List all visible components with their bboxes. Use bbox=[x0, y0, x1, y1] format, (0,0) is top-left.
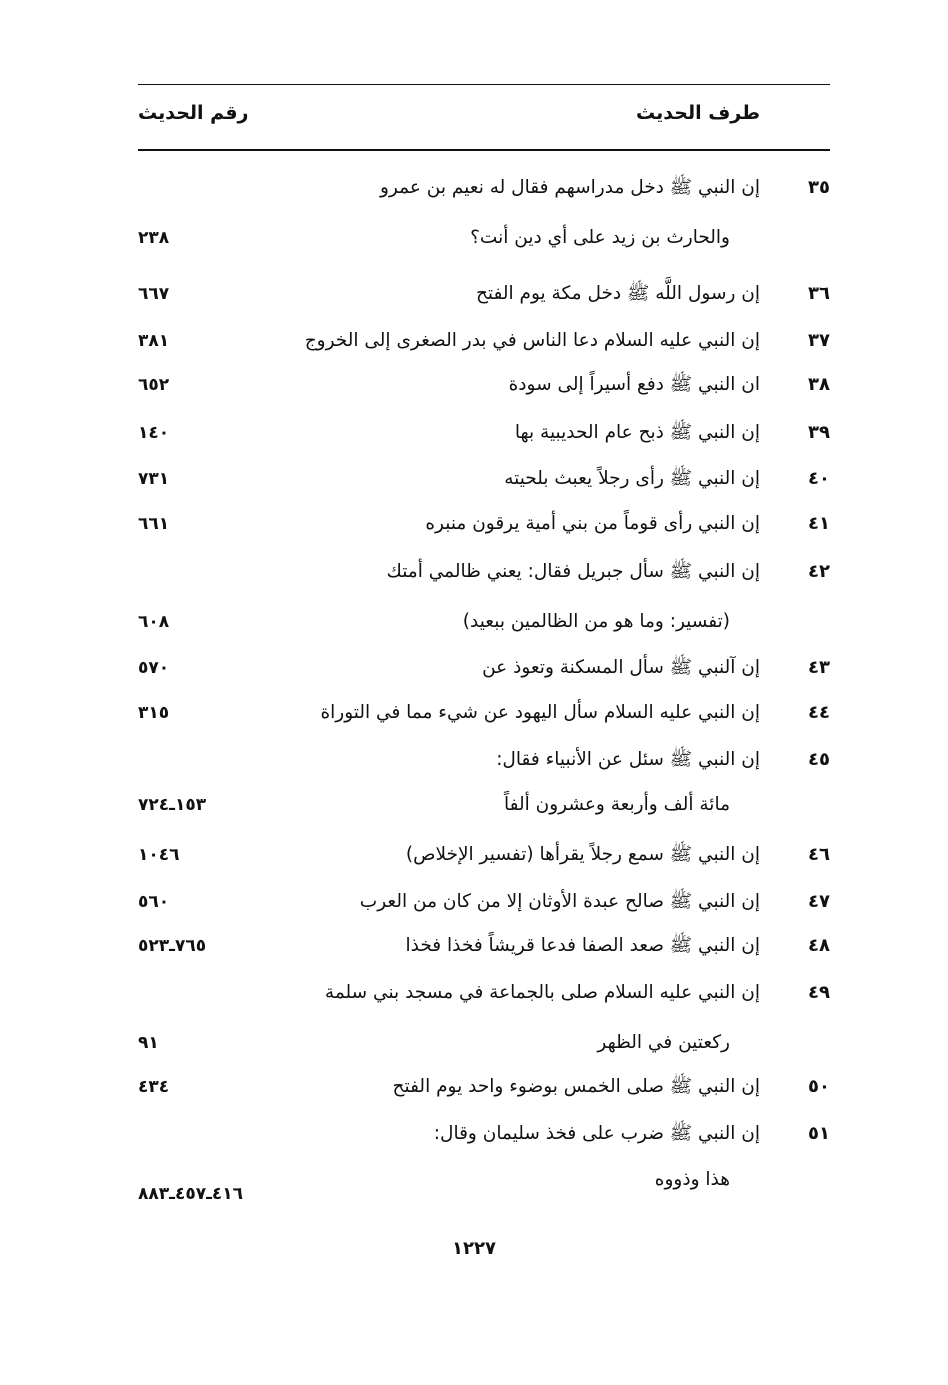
hadith-text: إن النبي ﷺ رأى رجلاً يعبث بلحيته bbox=[504, 468, 760, 489]
hadith-text: مائة ألف وأربعة وعشرون ألفاً bbox=[503, 794, 730, 815]
hadith-text: إن النبي عليه السلام صلى بالجماعة في مسج… bbox=[324, 982, 760, 1003]
hadith-number: ٣٦ bbox=[808, 283, 830, 304]
hadith-reference: ٢٣٨ bbox=[138, 228, 170, 248]
list-item: (تفسير: وما هو من الظالمين ببعيد) ٦٠٨ bbox=[0, 602, 948, 642]
list-item: ٤٧ إن النبي ﷺ صالح عبدة الأوثان إلا من كا… bbox=[0, 882, 948, 922]
hadith-text: إن النبي ﷺ دخل مدراسهم فقال له نعيم بن ع… bbox=[380, 177, 760, 198]
hadith-text: إن رسول اللَّه ﷺ دخل مكة يوم الفتح bbox=[475, 283, 760, 304]
hadith-text: إن النبي رأى قوماً من بني أمية يرقون منب… bbox=[425, 513, 760, 534]
hadith-number: ٤٣ bbox=[808, 657, 830, 678]
hadith-number: ٥٠ bbox=[808, 1076, 830, 1097]
header-text-column: طرف الحديث bbox=[636, 102, 760, 124]
hadith-text: إن النبي ﷺ صلى الخمس بوضوء واحد يوم الفت… bbox=[392, 1076, 760, 1097]
header-bottom-rule bbox=[138, 149, 830, 151]
hadith-text: إن النبي ﷺ سمع رجلاً يقرأها (تفسير الإخل… bbox=[405, 844, 760, 865]
list-item: ٤٢ إن النبي ﷺ سأل جبريل فقال: يعني ظالمي … bbox=[0, 552, 948, 592]
list-item: ٤١ إن النبي رأى قوماً من بني أمية يرقون م… bbox=[0, 504, 948, 544]
hadith-text: إن النبي ﷺ سئل عن الأنبياء فقال: bbox=[496, 749, 760, 770]
hadith-reference: ٥٧٠ bbox=[138, 658, 170, 678]
hadith-number: ٤٢ bbox=[808, 561, 830, 582]
hadith-reference: ٦٠٨ bbox=[138, 612, 170, 632]
hadith-text: إن النبي عليه السلام سأل اليهود عن شيء م… bbox=[320, 702, 760, 723]
list-item: والحارث بن زيد على أي دين أنت؟ ٢٣٨ bbox=[0, 218, 948, 258]
list-item: ٤٨ إن النبي ﷺ صعد الصفا فدعا قريشاً فخذا … bbox=[0, 926, 948, 966]
page-number: ١٢٢٧ bbox=[452, 1238, 496, 1259]
hadith-number: ٣٧ bbox=[808, 330, 830, 351]
hadith-text: إن النبي ﷺ صعد الصفا فدعا قريشاً فخذا فخ… bbox=[405, 935, 760, 956]
hadith-reference: ٦٦٧ bbox=[138, 284, 170, 304]
hadith-number: ٤٤ bbox=[808, 702, 830, 723]
hadith-text: (تفسير: وما هو من الظالمين ببعيد) bbox=[462, 611, 730, 632]
hadith-number: ٤٠ bbox=[808, 468, 830, 489]
hadith-number: ٥١ bbox=[808, 1123, 830, 1144]
header-ref-column: رقم الحديث bbox=[138, 102, 249, 124]
hadith-text: هذا وذووه bbox=[654, 1169, 730, 1190]
hadith-text: إن النبي ﷺ ذبح عام الحديبية بها bbox=[514, 422, 760, 443]
hadith-text: إن النبي عليه السلام دعا الناس في بدر ال… bbox=[304, 330, 760, 351]
list-item: ٣٨ ان النبي ﷺ دفع أسيراً إلى سودة ٦٥٢ bbox=[0, 365, 948, 405]
hadith-number: ٣٨ bbox=[808, 374, 830, 395]
hadith-reference: ٤٣٤ bbox=[138, 1077, 170, 1097]
hadith-number: ٣٥ bbox=[808, 177, 830, 198]
hadith-text: إن النبي ﷺ صالح عبدة الأوثان إلا من كان … bbox=[359, 891, 760, 912]
hadith-reference: ٣١٥ bbox=[138, 703, 170, 723]
list-item: ٤٩ إن النبي عليه السلام صلى بالجماعة في م… bbox=[0, 973, 948, 1013]
hadith-number: ٤٩ bbox=[808, 982, 830, 1003]
hadith-reference: ٣٨١ bbox=[138, 331, 170, 351]
hadith-reference: ١٥٣ـ٧٢٤ bbox=[138, 795, 207, 815]
list-item: هذا وذووه ٤١٦ـ٤٥٧ـ٨٨٣ bbox=[0, 1160, 948, 1204]
list-item: ٤٥ إن النبي ﷺ سئل عن الأنبياء فقال: bbox=[0, 740, 948, 780]
top-rule bbox=[138, 84, 830, 85]
list-item: ٣٩ إن النبي ﷺ ذبح عام الحديبية بها ١٤٠ bbox=[0, 413, 948, 453]
list-item: ٤٤ إن النبي عليه السلام سأل اليهود عن شيء… bbox=[0, 693, 948, 733]
list-item: ٤٠ إن النبي ﷺ رأى رجلاً يعبث بلحيته ٧٣١ bbox=[0, 459, 948, 499]
list-item: ٤٦ إن النبي ﷺ سمع رجلاً يقرأها (تفسير الإ… bbox=[0, 835, 948, 875]
hadith-reference: ٤١٦ـ٤٥٧ـ٨٨٣ bbox=[138, 1184, 244, 1204]
hadith-reference: ٧٦٥ـ٥٢٣ bbox=[138, 936, 207, 956]
hadith-reference: ٦٥٢ bbox=[138, 375, 170, 395]
list-item: مائة ألف وأربعة وعشرون ألفاً ١٥٣ـ٧٢٤ bbox=[0, 785, 948, 825]
list-item: ٣٥ إن النبي ﷺ دخل مدراسهم فقال له نعيم بن… bbox=[0, 168, 948, 208]
hadith-number: ٤٧ bbox=[808, 891, 830, 912]
list-item: ركعتين في الظهر ٩١ bbox=[0, 1023, 948, 1063]
hadith-reference: ٩١ bbox=[138, 1033, 159, 1053]
hadith-number: ٤٦ bbox=[808, 844, 830, 865]
hadith-text: ركعتين في الظهر bbox=[597, 1032, 730, 1053]
hadith-reference: ٥٦٠ bbox=[138, 892, 170, 912]
hadith-text: إن النبي ﷺ ضرب على فخذ سليمان وقال: bbox=[433, 1123, 760, 1144]
hadith-text: والحارث بن زيد على أي دين أنت؟ bbox=[470, 227, 730, 248]
hadith-text: إن النبي ﷺ سأل جبريل فقال: يعني ظالمي أم… bbox=[386, 561, 760, 582]
hadith-text: إن آلنبي ﷺ سأل المسكنة وتعوذ عن bbox=[482, 657, 760, 678]
hadith-reference: ١٤٠ bbox=[138, 423, 170, 443]
list-item: ٤٣ إن آلنبي ﷺ سأل المسكنة وتعوذ عن ٥٧٠ bbox=[0, 648, 948, 688]
hadith-number: ٣٩ bbox=[808, 422, 830, 443]
list-item: ٣٦ إن رسول اللَّه ﷺ دخل مكة يوم الفتح ٦٦٧ bbox=[0, 274, 948, 314]
list-item: ٣٧ إن النبي عليه السلام دعا الناس في بدر … bbox=[0, 321, 948, 361]
hadith-number: ٤١ bbox=[808, 513, 830, 534]
hadith-reference: ٧٣١ bbox=[138, 469, 170, 489]
hadith-reference: ١٠٤٦ bbox=[138, 845, 180, 865]
hadith-text: ان النبي ﷺ دفع أسيراً إلى سودة bbox=[508, 374, 760, 395]
list-item: ٥٠ إن النبي ﷺ صلى الخمس بوضوء واحد يوم ال… bbox=[0, 1067, 948, 1107]
hadith-number: ٤٥ bbox=[808, 749, 830, 770]
hadith-reference: ٦٦١ bbox=[138, 514, 170, 534]
hadith-number: ٤٨ bbox=[808, 935, 830, 956]
list-item: ٥١ إن النبي ﷺ ضرب على فخذ سليمان وقال: bbox=[0, 1114, 948, 1154]
